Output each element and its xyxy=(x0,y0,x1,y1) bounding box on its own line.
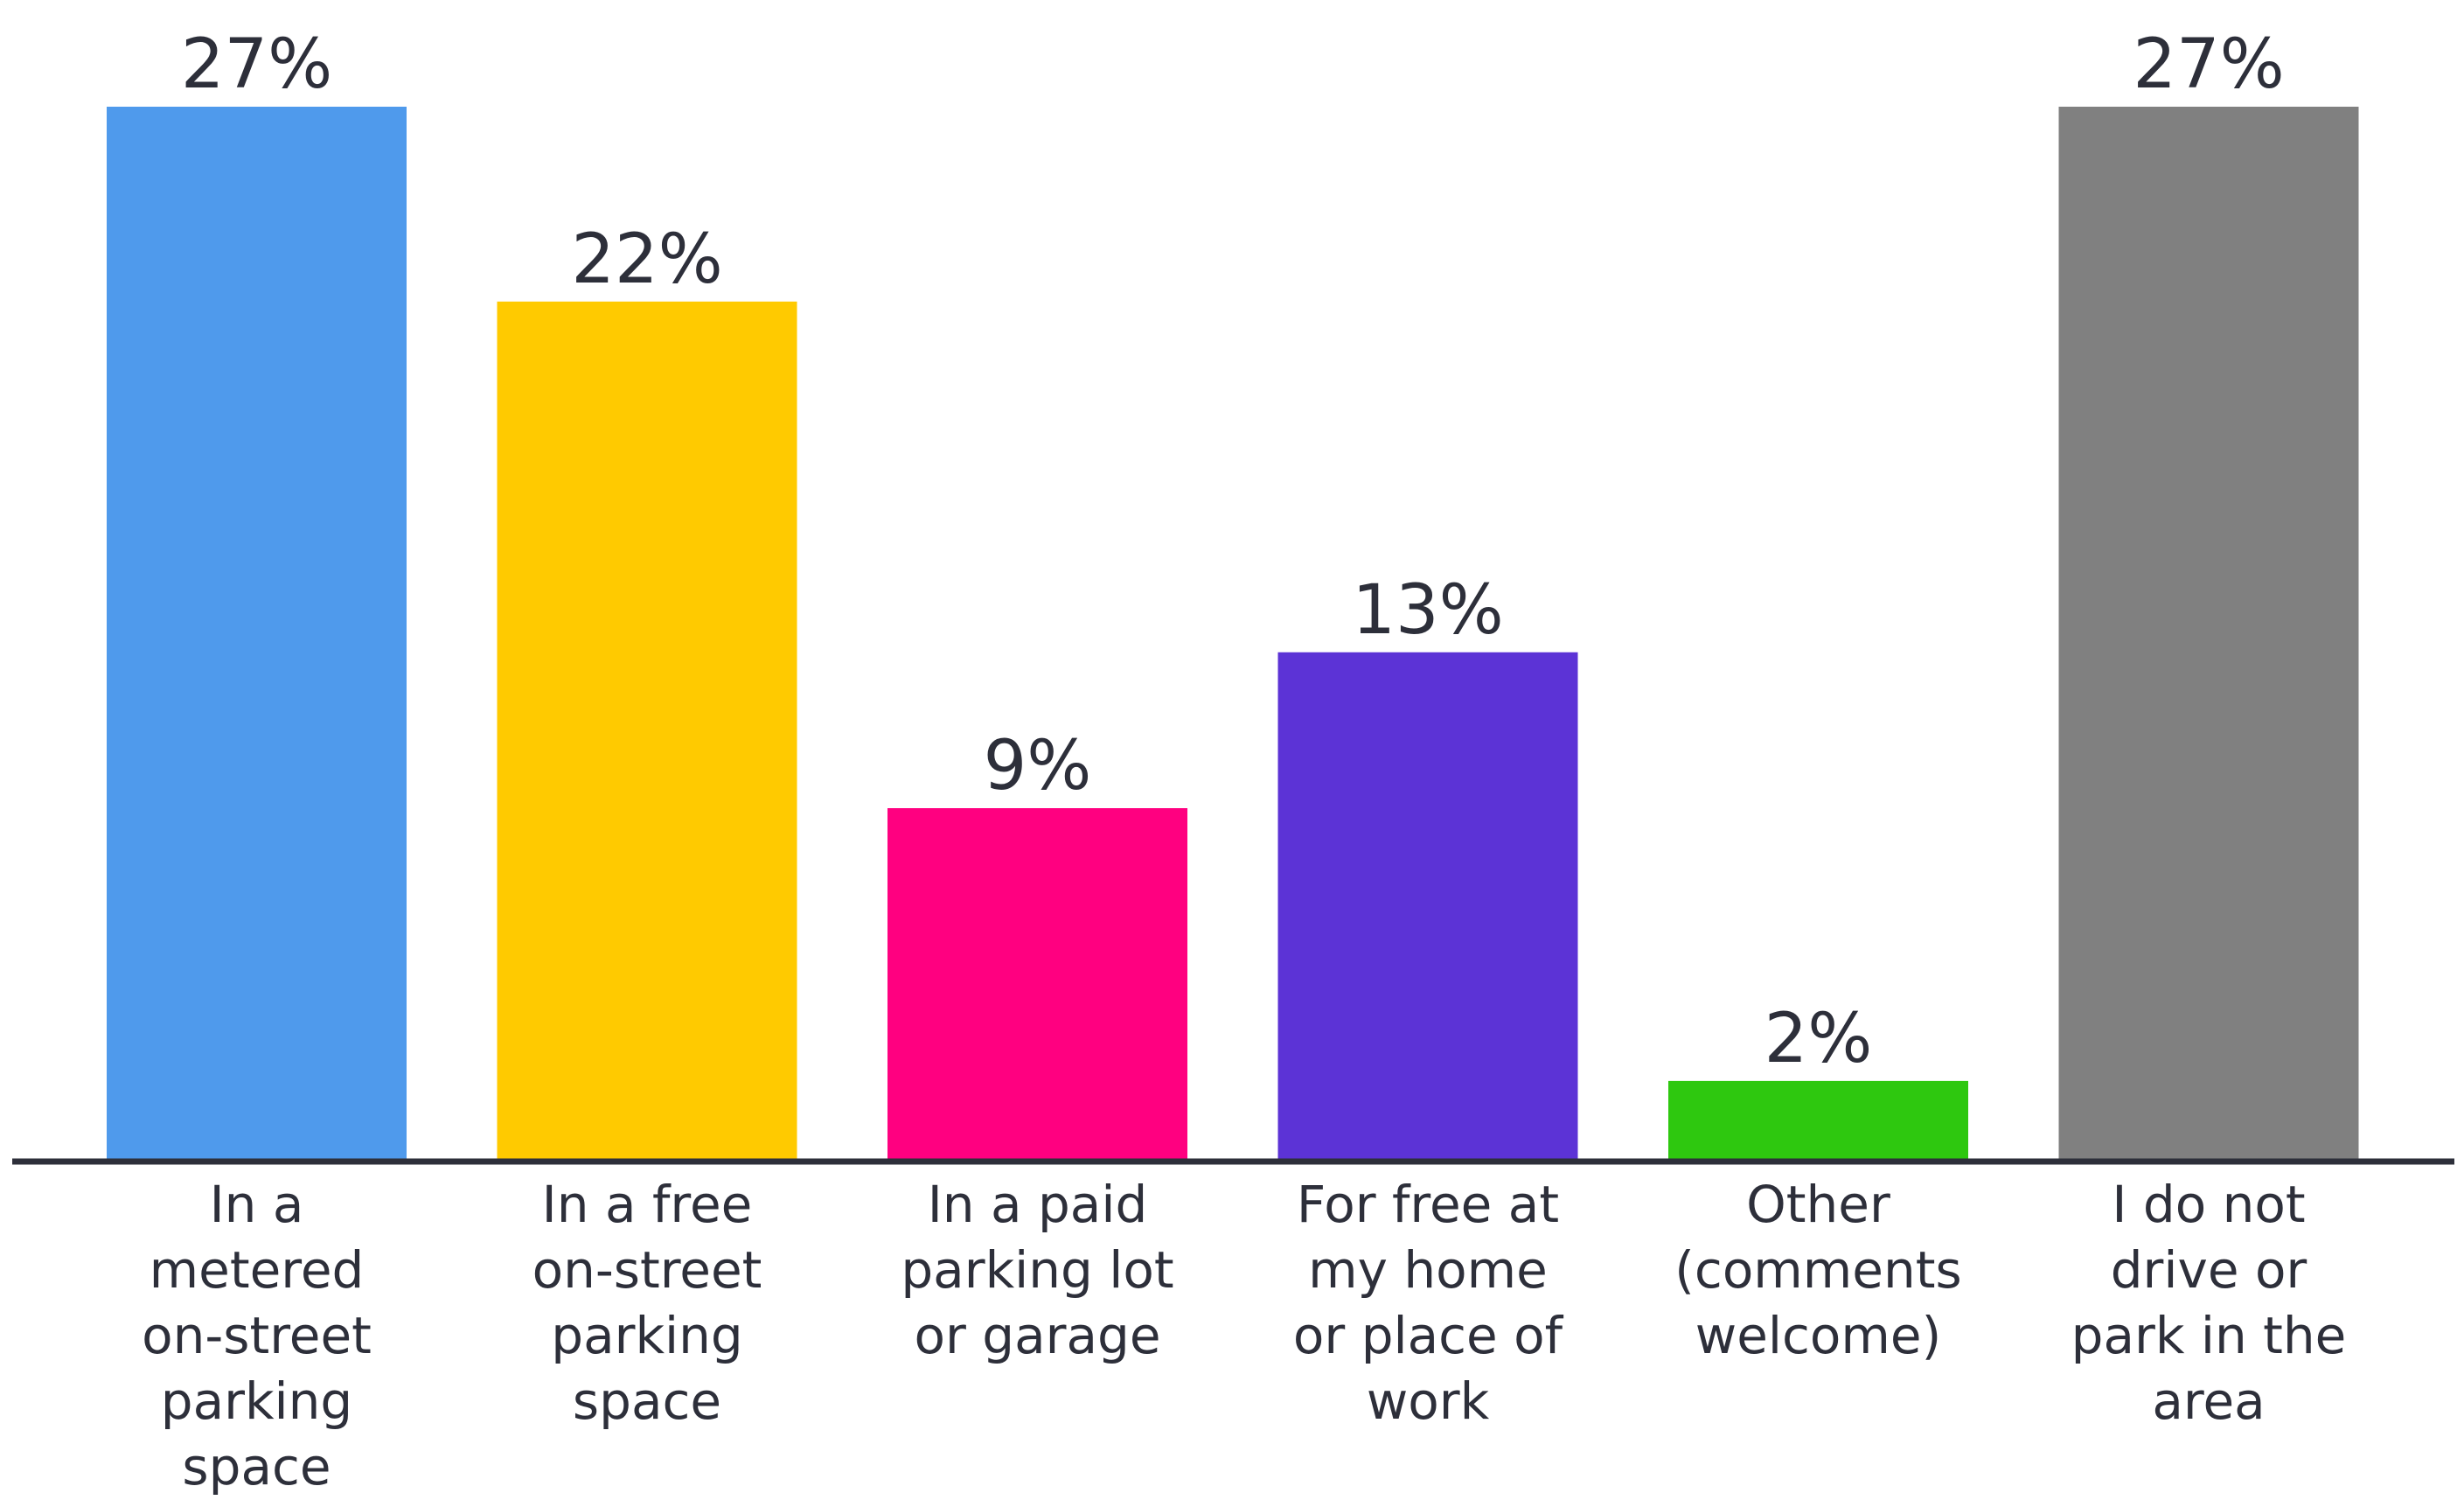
category-label: In a metered on-street parking space xyxy=(142,1175,372,1497)
category-label: Other (comments welcome) xyxy=(1674,1175,1962,1365)
bar xyxy=(1668,1080,1968,1159)
value-label: 13% xyxy=(1352,571,1503,650)
bar xyxy=(497,301,797,1159)
bar xyxy=(107,107,407,1159)
category-label: For free at my home or place of work xyxy=(1292,1175,1563,1431)
value-label: 2% xyxy=(1764,1000,1873,1078)
value-label: 27% xyxy=(181,25,332,104)
category-label: I do not drive or park in the area xyxy=(2071,1175,2347,1431)
bar xyxy=(1277,652,1578,1159)
value-label: 27% xyxy=(2133,25,2284,104)
value-label: 22% xyxy=(571,220,722,299)
category-label: In a paid parking lot or garage xyxy=(901,1175,1174,1365)
bar xyxy=(2058,107,2359,1159)
category-label: In a free on-street parking space xyxy=(532,1175,762,1431)
bar xyxy=(887,808,1187,1159)
value-label: 9% xyxy=(984,727,1092,806)
